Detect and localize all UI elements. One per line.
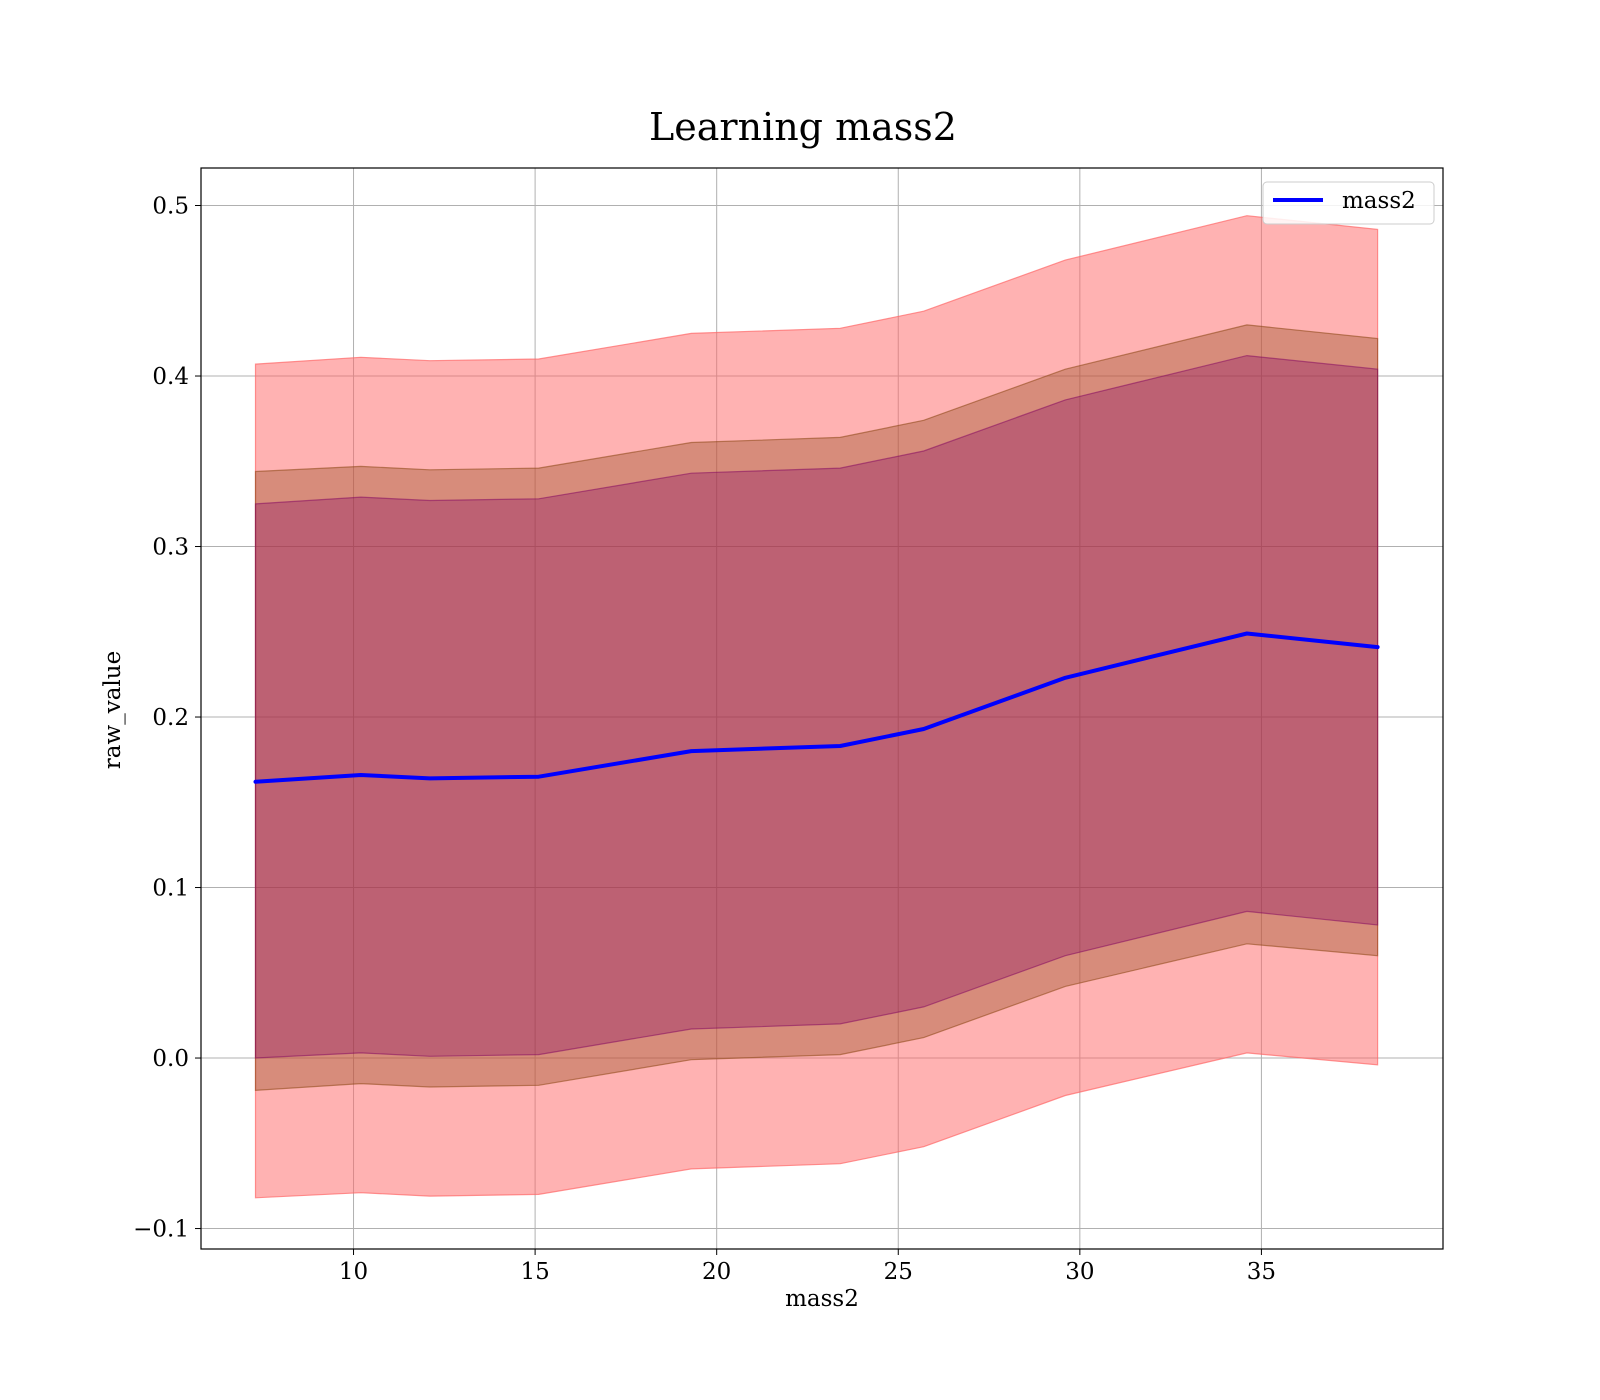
x-axis-label: mass2 (785, 1286, 859, 1312)
x-tick-label: 35 (1247, 1259, 1276, 1285)
band-area-2 (254, 354, 1379, 1059)
bands (254, 215, 1379, 1199)
y-tick-label: 0.4 (152, 364, 189, 390)
x-axis-ticks: 10 15 20 25 30 35 (339, 1249, 1276, 1285)
y-tick-label: 0.3 (152, 535, 189, 561)
legend: mass2 (1262, 181, 1435, 225)
y-axis-ticks: −0.1 0.0 0.1 0.2 0.3 0.4 0.5 (133, 194, 201, 1243)
y-tick-label: 0.0 (152, 1046, 189, 1072)
x-tick-label: 10 (339, 1259, 368, 1285)
plot-frame (200, 167, 1444, 1250)
x-tick-label: 15 (520, 1259, 549, 1285)
band-area-0 (254, 215, 1379, 1199)
y-axis-label: raw_value (100, 651, 126, 769)
x-tick-label: 25 (884, 1259, 913, 1285)
y-tick-label: 0.5 (152, 194, 189, 220)
legend-label: mass2 (1342, 188, 1416, 214)
series-lines (253, 631, 1380, 784)
chart-title: Learning mass2 (649, 105, 957, 149)
x-tick-label: 20 (702, 1259, 731, 1285)
y-tick-label: 0.2 (152, 705, 189, 731)
band-area-1 (254, 324, 1379, 1092)
x-tick-label: 30 (1065, 1259, 1094, 1285)
series-line-0 (253, 631, 1380, 784)
legend-box (1262, 181, 1435, 225)
y-tick-label: −0.1 (133, 1217, 189, 1243)
y-tick-label: 0.1 (152, 876, 189, 902)
